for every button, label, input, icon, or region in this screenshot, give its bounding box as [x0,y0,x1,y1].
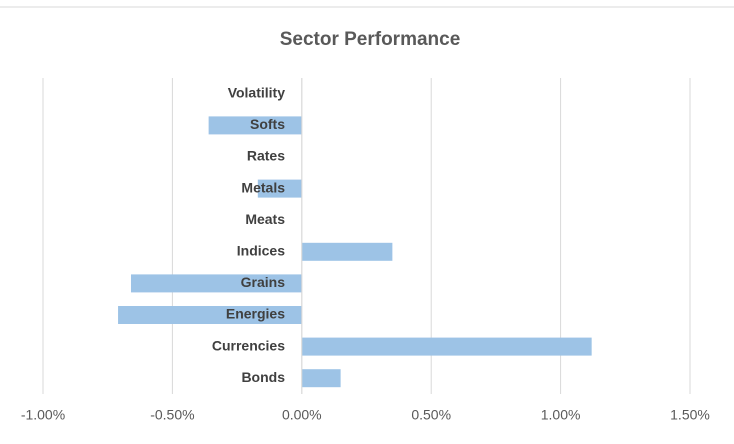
y-tick-label: Bonds [241,369,285,385]
bar [208,116,302,135]
x-tick-label: -0.50% [150,407,194,423]
y-tick-label: Rates [247,148,285,164]
x-tick-label: 1.50% [670,407,710,423]
y-tick-label: Metals [241,179,285,195]
bar [301,337,592,356]
x-tick-label: -1.00% [21,407,65,423]
bar [118,306,302,324]
y-tick-label: Indices [237,243,285,259]
y-tick-label: Currencies [212,337,285,353]
chart-title: Sector Performance [280,29,461,50]
y-tick-label: Meats [245,211,285,227]
bar [301,242,393,261]
bar [130,274,302,293]
bar [301,369,341,388]
y-tick-label: Volatility [228,85,286,101]
bar [257,179,302,198]
y-tick-label: Energies [226,306,285,322]
x-tick-label: 0.50% [411,407,451,423]
y-tick-label: Grains [241,274,286,290]
x-tick-label: 1.00% [541,407,581,423]
y-tick-label: Softs [250,116,285,132]
x-tick-label: 0.00% [282,407,322,423]
